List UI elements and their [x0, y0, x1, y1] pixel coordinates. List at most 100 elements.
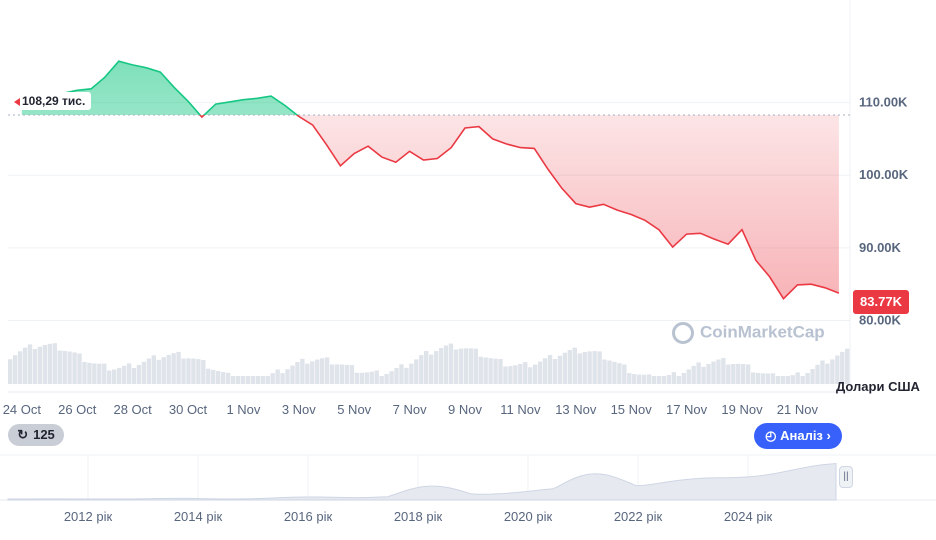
volume-bar	[141, 361, 147, 384]
volume-bar	[765, 373, 771, 384]
volume-bar	[433, 351, 439, 384]
volume-bar	[547, 354, 553, 384]
coinmarketcap-logo	[672, 322, 694, 344]
volume-bar	[458, 348, 464, 384]
volume-bar	[176, 351, 181, 384]
x-tick-label: 21 Nov	[777, 402, 819, 417]
volume-bar	[691, 365, 696, 384]
volume-bar	[686, 369, 691, 384]
volume-bar	[359, 372, 365, 384]
volume-bar	[780, 376, 786, 384]
volume-bar	[97, 363, 102, 384]
volume-bar	[57, 350, 62, 384]
watermark-text: CoinMarketCap	[700, 322, 825, 342]
watermark: CoinMarketCap	[672, 322, 825, 344]
volume-bar	[146, 358, 152, 384]
volume-bar	[339, 364, 345, 384]
volume-bar	[121, 365, 127, 384]
x-tick-label: 15 Nov	[611, 402, 653, 417]
volume-bar	[493, 358, 498, 384]
x-tick-label: 7 Nov	[393, 402, 427, 417]
volume-bar	[533, 364, 538, 384]
history-button[interactable]: ↻ 125	[8, 424, 64, 446]
area-below-reference	[200, 115, 839, 299]
overview-year-label: 2016 рік	[284, 509, 333, 524]
reference-price-label: 108,29 тис.	[8, 92, 92, 110]
volume-bar	[552, 359, 558, 384]
volume-bar	[438, 348, 444, 384]
volume-bar	[637, 374, 642, 384]
y-axis: 110.00K 100.00K 90.00K 80.00K	[859, 95, 909, 328]
volume-bar	[755, 372, 761, 384]
volume-bar	[711, 361, 716, 384]
x-tick-label: 13 Nov	[555, 402, 597, 417]
x-tick-label: 5 Nov	[337, 402, 371, 417]
x-tick-label: 9 Nov	[448, 402, 482, 417]
volume-bar	[315, 359, 320, 384]
volume-bar	[701, 366, 706, 384]
volume-bar	[424, 350, 429, 384]
volume-bar	[409, 363, 414, 384]
overview-year-label: 2022 рік	[614, 509, 663, 524]
volume-bar	[47, 343, 52, 384]
volume-bar	[468, 348, 473, 384]
volume-bar	[661, 376, 667, 384]
volume-bar	[206, 368, 211, 384]
volume-bar	[320, 358, 325, 384]
volume-bar	[82, 361, 87, 384]
analysis-button[interactable]: ◴ Аналіз ›	[754, 423, 842, 449]
overview-year-label: 2012 рік	[64, 509, 113, 524]
price-line-down	[199, 115, 840, 300]
volume-bar	[181, 358, 186, 384]
price-area	[8, 61, 850, 299]
volume-bars	[8, 343, 850, 384]
volume-bar	[166, 354, 171, 384]
volume-bar	[196, 359, 201, 384]
volume-bar	[612, 361, 617, 384]
volume-bar	[112, 369, 117, 384]
volume-bar	[305, 363, 310, 384]
range-handle[interactable]: ||	[839, 466, 853, 488]
volume-bar	[498, 359, 503, 384]
volume-bar	[374, 370, 379, 384]
volume-bar	[235, 376, 241, 384]
y-tick-label: 110.00K	[859, 95, 908, 110]
volume-bar	[389, 371, 394, 384]
volume-bar	[364, 372, 369, 384]
volume-bar	[245, 376, 251, 384]
y-tick-label: 90.00K	[859, 240, 902, 255]
x-tick-label: 1 Nov	[226, 402, 260, 417]
volume-bar	[745, 364, 751, 384]
volume-bar	[681, 372, 686, 384]
volume-bar	[632, 374, 637, 384]
volume-bar	[67, 351, 72, 384]
volume-bar	[429, 354, 434, 384]
volume-bar	[518, 363, 523, 384]
volume-bar	[369, 371, 374, 384]
volume-bar	[835, 355, 840, 384]
volume-bar	[131, 368, 137, 384]
volume-bar	[126, 363, 132, 384]
volume-bar	[607, 360, 612, 384]
volume-bar	[785, 376, 790, 384]
volume-bar	[116, 367, 122, 384]
volume-bar	[845, 348, 850, 384]
volume-bar	[750, 372, 756, 384]
overview-navigator[interactable]: 2012 рік 2014 рік 2016 рік 2018 рік 2020 рік…	[0, 454, 936, 524]
volume-bar	[37, 346, 43, 384]
volume-bar	[102, 363, 107, 384]
price-line	[21, 60, 840, 300]
volume-bar	[805, 373, 810, 384]
chevron-right-icon: ›	[822, 428, 831, 443]
x-axis: 24 Oct 26 Oct 28 Oct 30 Oct 1 Nov 3 Nov 5 Nov 7…	[3, 402, 819, 417]
volume-bar	[265, 376, 270, 384]
volume-bar	[731, 364, 736, 384]
volume-bar	[820, 360, 825, 384]
x-tick-label: 19 Nov	[721, 402, 763, 417]
volume-bar	[72, 352, 77, 384]
volume-bar	[721, 358, 726, 384]
last-price-badge: 83.77K	[853, 290, 909, 314]
volume-bar	[508, 366, 513, 384]
analysis-icon: ◴	[765, 428, 781, 443]
